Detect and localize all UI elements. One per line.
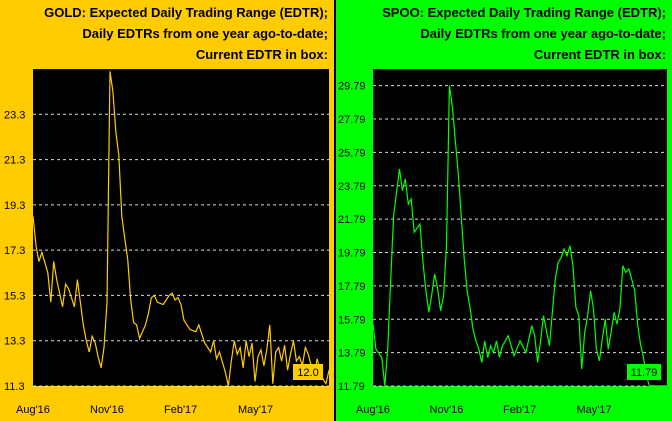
spoo-y-tick-label: 13.79	[338, 348, 366, 360]
spoo-y-tick-label: 29.79	[338, 81, 366, 93]
spoo-x-tick-label: Nov'16	[430, 404, 464, 416]
spoo-y-tick-label: 25.79	[338, 147, 366, 159]
gold-title-line-2: Daily EDTRs from one year ago-to-date;	[82, 26, 328, 41]
gold-chart-title: GOLD: Expected Daily Trading Range (EDTR…	[44, 2, 328, 65]
spoo-y-tick-label: 21.79	[338, 214, 366, 226]
spoo-title-line-3: Current EDTR in box:	[533, 47, 666, 62]
gold-y-tick-label: 15.3	[4, 290, 25, 302]
gold-y-tick-label: 13.3	[4, 336, 25, 348]
gold-x-tick-label: Nov'16	[90, 404, 124, 416]
gold-y-tick-label: 17.3	[4, 245, 25, 257]
gold-x-tick-label: May'17	[238, 404, 273, 416]
spoo-y-tick-label: 11.79	[338, 381, 365, 393]
spoo-y-tick-label: 23.79	[338, 181, 366, 193]
gold-plot-area	[33, 69, 329, 386]
gold-chart-svg: 23.3 21.3 19.3 17.3 15.3 13.3 11.3 Aug'16 Nov'16…	[4, 69, 330, 416]
spoo-current-edtr-box	[627, 364, 661, 380]
spoo-chart-title: SPOO: Expected Daily Trading Range (EDTR…	[382, 2, 666, 65]
spoo-y-tick-label: 15.79	[338, 314, 366, 326]
spoo-y-tick-label: 27.79	[338, 114, 366, 126]
gold-current-edtr-value: 12.0	[297, 367, 318, 379]
gold-y-tick-label: 11.3	[4, 381, 25, 393]
spoo-chart-svg: 29.79 27.79 25.79 23.79 21.79 19.79 17.79 15.79…	[338, 69, 667, 416]
spoo-y-tick-label: 17.79	[338, 281, 366, 293]
spoo-x-tick-label: Feb'17	[503, 404, 536, 416]
gold-title-line-3: Current EDTR in box:	[195, 47, 328, 62]
gold-chart-panel: GOLD: Expected Daily Trading Range (EDTR…	[0, 0, 334, 421]
spoo-title-line-1: SPOO: Expected Daily Trading Range (EDTR…	[382, 5, 666, 20]
gold-x-tick-label: Aug'16	[16, 404, 50, 416]
spoo-x-tick-label: Aug'16	[356, 404, 390, 416]
spoo-y-tick-label: 19.79	[338, 248, 366, 260]
spoo-title-line-2: Daily EDTRs from one year ago-to-date;	[420, 26, 666, 41]
spoo-current-edtr-value: 11.79	[631, 367, 658, 379]
gold-y-tick-label: 23.3	[4, 109, 25, 121]
gold-y-tick-label: 19.3	[4, 200, 25, 212]
spoo-plot-area	[373, 69, 667, 386]
gold-y-tick-label: 21.3	[4, 155, 25, 167]
spoo-series-line	[372, 85, 667, 387]
spoo-chart-panel: SPOO: Expected Daily Trading Range (EDTR…	[336, 0, 672, 421]
gold-x-tick-label: Feb'17	[164, 404, 197, 416]
gold-series-line	[32, 71, 330, 387]
gold-current-edtr-box	[293, 364, 323, 380]
spoo-x-tick-label: May'17	[577, 404, 612, 416]
gold-title-line-1: GOLD: Expected Daily Trading Range (EDTR…	[44, 5, 328, 20]
